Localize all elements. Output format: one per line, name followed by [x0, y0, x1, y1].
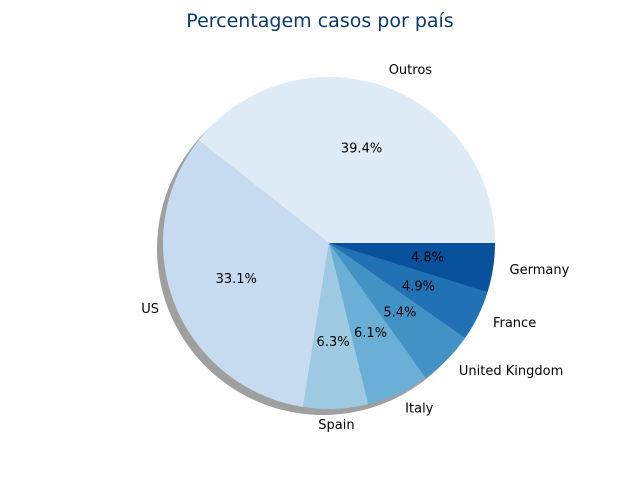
- pie-slice-france: [329, 243, 488, 339]
- pie-slice-us: [163, 140, 329, 407]
- slice-label-united-kingdom: United Kingdom: [459, 364, 563, 379]
- pie-label-layer: Outros 39.4% US 33.1% Spain 6.3% Italy 6.1% Unit…: [141, 63, 569, 433]
- pct-label-us: 33.1%: [216, 272, 257, 287]
- pct-label-united-kingdom: 5.4%: [383, 305, 416, 320]
- slice-label-france: France: [493, 316, 536, 331]
- pct-label-outros: 39.4%: [341, 141, 382, 156]
- slice-label-outros: Outros: [389, 63, 433, 78]
- pie-slice-spain: [303, 243, 369, 409]
- pct-label-italy: 6.1%: [354, 326, 387, 341]
- pie-slice-italy: [329, 243, 426, 405]
- pct-label-france: 4.9%: [402, 279, 435, 294]
- pie-slice-outros: [198, 77, 495, 243]
- slice-label-us: US: [141, 302, 159, 317]
- pct-label-germany: 4.8%: [411, 250, 444, 265]
- slice-label-italy: Italy: [405, 401, 434, 416]
- slice-label-germany: Germany: [510, 263, 570, 278]
- pie-slice-germany: [329, 243, 495, 293]
- pct-label-spain: 6.3%: [317, 335, 350, 350]
- pie-slice-united-kingdom: [329, 243, 466, 378]
- slice-label-spain: Spain: [318, 418, 354, 433]
- pie-slice-layer: [163, 77, 495, 409]
- chart-title: Percentagem casos por país: [186, 10, 453, 32]
